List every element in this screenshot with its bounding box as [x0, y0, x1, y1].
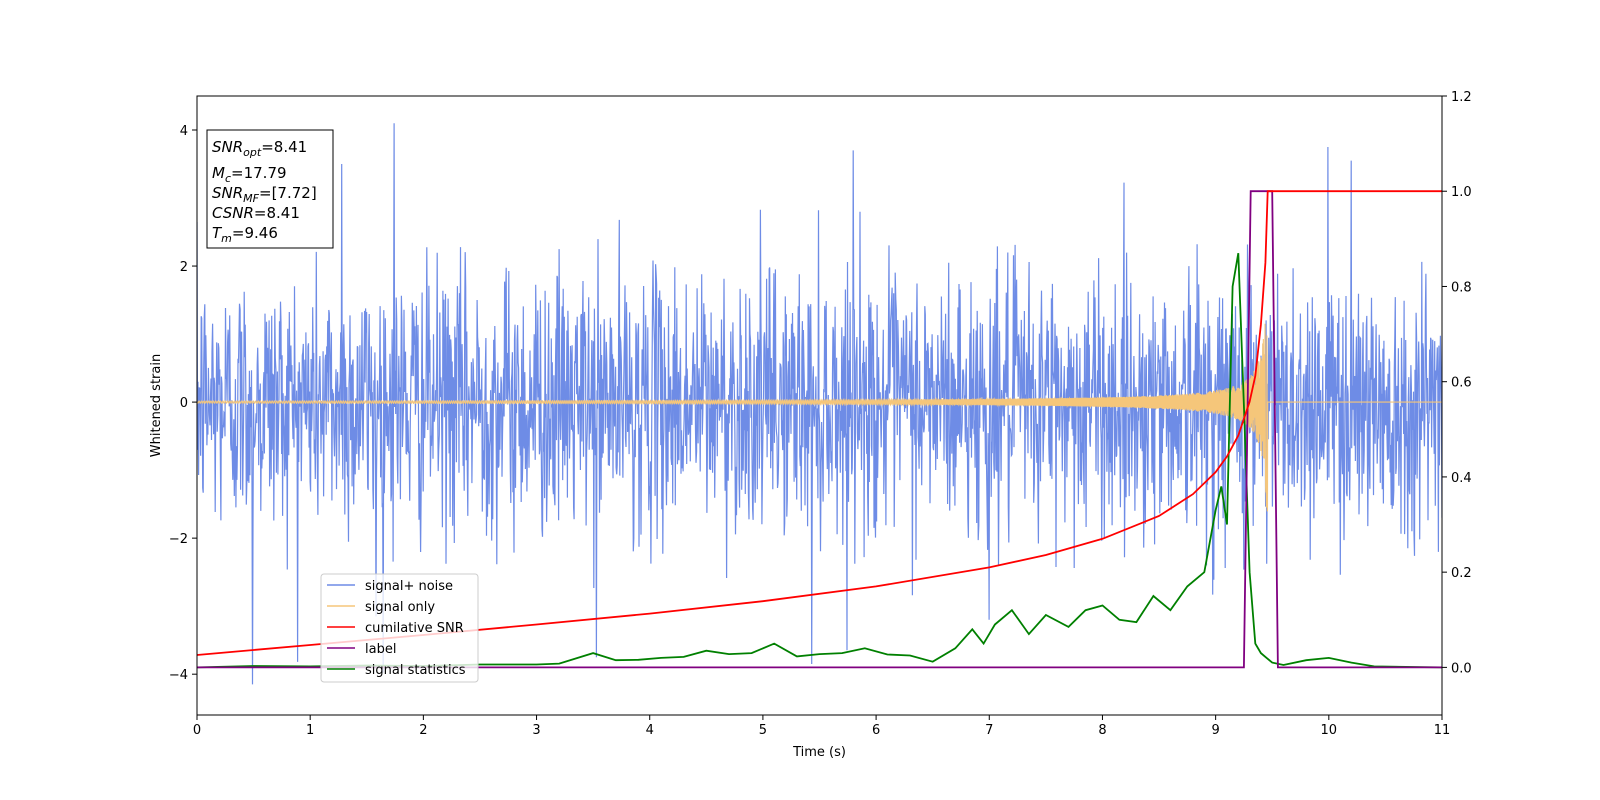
- x-tick-label: 8: [1098, 723, 1106, 738]
- annotation-mc: Mc=17.79: [212, 164, 287, 185]
- annotation-snr-opt: SNRopt=8.41: [212, 138, 307, 159]
- legend-label-signal-noise: signal+ noise: [365, 579, 453, 594]
- series-signal-statistics: [197, 252, 1442, 669]
- x-tick-label: 2: [419, 723, 427, 738]
- annotation-box: SNRopt=8.41 Mc=17.79 SNRMF=[7.72] CSNR=8…: [206, 129, 334, 249]
- x-tick-label: 4: [646, 723, 654, 738]
- y-tick-label: 2: [180, 260, 188, 275]
- legend-label-signal-statistics: signal statistics: [365, 663, 466, 678]
- y2-tick-label: 1.0: [1451, 185, 1472, 200]
- plot-area: [197, 123, 1442, 685]
- legend-label-signal-only: signal only: [365, 600, 435, 615]
- x-tick-label: 9: [1211, 723, 1219, 738]
- x-tick-label: 1: [306, 723, 314, 738]
- y2-tick-label: 0.2: [1451, 566, 1472, 581]
- series-signal-noise: [197, 123, 1442, 685]
- legend: signal+ noise signal only cumilative SNR…: [320, 573, 479, 683]
- y2-tick-label: 0.0: [1451, 661, 1472, 676]
- x-tick-label: 6: [872, 723, 880, 738]
- x-axis-label: Time (s): [792, 745, 846, 760]
- x-tick-label: 3: [532, 723, 540, 738]
- x-tick-label: 5: [759, 723, 767, 738]
- y2-tick-label: 0.4: [1451, 471, 1472, 486]
- series-cumilative-snr: [197, 190, 1442, 656]
- annotation-snr-mf: SNRMF=[7.72]: [212, 184, 317, 205]
- x-tick-label: 11: [1434, 723, 1451, 738]
- plot-frame: [196, 95, 1443, 716]
- annotation-tm: Tm=9.46: [212, 224, 278, 245]
- y-tick-label: −4: [169, 668, 188, 683]
- series-label: [197, 190, 1442, 669]
- y-tick-label: −2: [169, 532, 188, 547]
- y2-tick-label: 0.6: [1451, 376, 1472, 391]
- series-signal-only: [197, 323, 1442, 512]
- x-tick-label: 7: [985, 723, 993, 738]
- legend-label-label: label: [365, 642, 396, 657]
- annotation-csnr: CSNR=8.41: [212, 204, 300, 222]
- tick-layer: 0 1 2 3 4 5 6 7 8 9 10 11 −4 −2 0 2 4 0.0 0.2 0.4 0.6 0.8 1.0 1…: [169, 90, 1472, 738]
- y2-tick-label: 1.2: [1451, 90, 1472, 105]
- x-tick-label: 0: [193, 723, 201, 738]
- legend-frame: [320, 573, 479, 683]
- y-tick-label: 0: [180, 396, 188, 411]
- legend-label-cumulative-snr: cumilative SNR: [365, 621, 464, 636]
- y2-tick-label: 0.8: [1451, 280, 1472, 295]
- x-tick-label: 10: [1321, 723, 1338, 738]
- y-tick-label: 4: [180, 124, 188, 139]
- annotation-frame: [206, 129, 334, 249]
- y-axis-label: Whitened strain: [149, 354, 164, 457]
